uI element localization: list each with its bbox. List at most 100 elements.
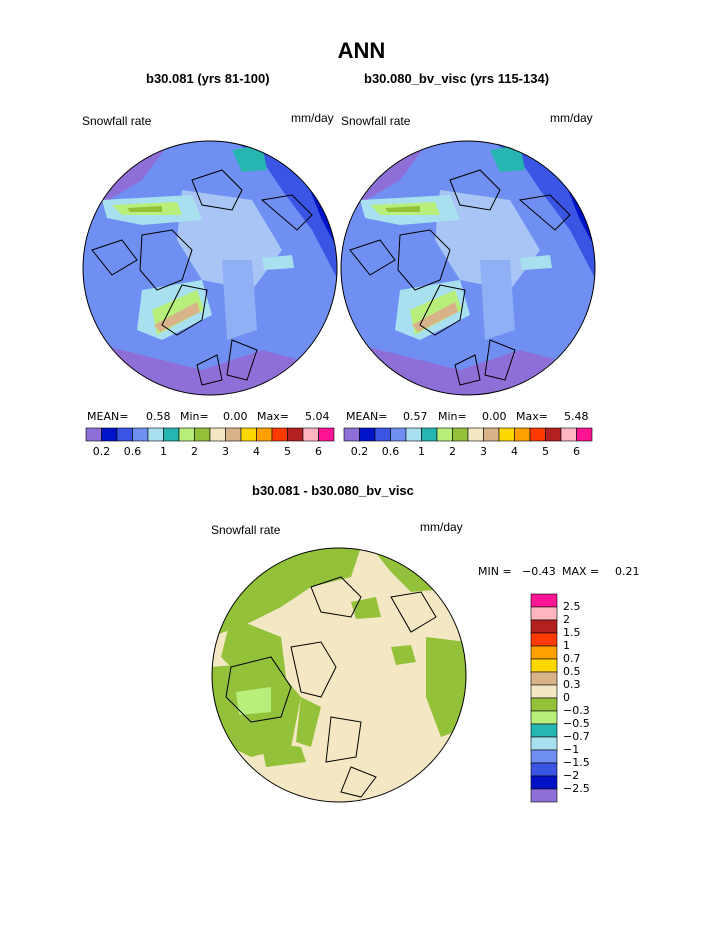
colorbar-swatch: [116, 427, 133, 442]
colorbar-tick-label: −1: [563, 743, 580, 756]
colorbar-swatch: [359, 427, 376, 442]
colorbar-tick-label: 6: [573, 445, 580, 458]
colorbar-swatch: [530, 684, 558, 699]
colorbar-swatch: [467, 427, 484, 442]
colorbar-swatch: [318, 427, 335, 442]
difference-max-value: 0.21: [615, 565, 640, 578]
colorbar-tick-label: 5: [542, 445, 549, 458]
left-max-value: 5.04: [305, 410, 330, 423]
colorbar-tick-label: −0.5: [563, 717, 590, 730]
colorbar-tick-label: 0.7: [563, 652, 581, 665]
left-variable-label: Snowfall rate: [82, 114, 152, 128]
colorbar-swatch: [147, 427, 164, 442]
colorbar-tick-label: 0.6: [123, 445, 142, 458]
colorbar-swatch: [85, 427, 102, 442]
colorbar-swatch: [530, 619, 558, 634]
difference-min-label: MIN =: [478, 565, 512, 578]
colorbar-swatch: [452, 427, 469, 442]
right-max-label: Max=: [516, 410, 548, 423]
colorbar-swatch: [405, 427, 422, 442]
colorbar-swatch: [240, 427, 257, 442]
left-max-label: Max=: [257, 410, 289, 423]
colorbar-tick-label: −1.5: [563, 756, 590, 769]
difference-max-label: MAX =: [562, 565, 600, 578]
colorbar-tick-label: 2: [563, 613, 570, 626]
right-mean-label: MEAN=: [346, 410, 388, 423]
left-polar-map: [82, 140, 338, 396]
colorbar-swatch: [101, 427, 118, 442]
colorbar-tick-label: 4: [253, 445, 260, 458]
colorbar-swatch: [194, 427, 211, 442]
colorbar-swatch: [436, 427, 453, 442]
right-units-label: mm/day: [550, 111, 593, 125]
right-min-value: 0.00: [482, 410, 507, 423]
colorbar-tick-label: 4: [511, 445, 518, 458]
colorbar-swatch: [560, 427, 577, 442]
colorbar-tick-label: −0.7: [563, 730, 590, 743]
colorbar-swatch: [390, 427, 407, 442]
right-max-value: 5.48: [564, 410, 589, 423]
colorbar-tick-label: 2: [191, 445, 198, 458]
colorbar-tick-label: −2: [563, 769, 580, 782]
colorbar-tick-label: −0.3: [563, 704, 590, 717]
colorbar-swatch: [530, 762, 558, 777]
left-mean-label: MEAN=: [87, 410, 129, 423]
colorbar-swatch: [374, 427, 391, 442]
colorbar-swatch: [530, 788, 558, 803]
colorbar-tick-label: 0.2: [92, 445, 111, 458]
colorbar-swatch: [225, 427, 242, 442]
colorbar-swatch: [530, 775, 558, 790]
colorbar-swatch: [530, 723, 558, 738]
colorbar-tick-label: 5: [284, 445, 291, 458]
right-polar-map: [340, 140, 596, 396]
colorbar-swatch: [530, 632, 558, 647]
colorbar-swatch: [271, 427, 288, 442]
colorbar-swatch: [343, 427, 360, 442]
colorbar-tick-label: 2: [449, 445, 456, 458]
left-panel-title: b30.081 (yrs 81-100): [146, 71, 270, 86]
left-min-value: 0.00: [223, 410, 248, 423]
difference-polar-map: [211, 547, 467, 803]
colorbar-tick-label: 2.5: [563, 600, 581, 613]
colorbar-tick-label: 1: [563, 639, 570, 652]
right-mean-value: 0.57: [403, 410, 428, 423]
colorbar-swatch: [302, 427, 319, 442]
right-variable-label: Snowfall rate: [341, 114, 411, 128]
left-mean-value: 0.58: [146, 410, 171, 423]
colorbar-swatch: [163, 427, 180, 442]
right-colorbar: [343, 427, 593, 442]
colorbar-swatch: [530, 606, 558, 621]
left-colorbar: [85, 427, 335, 442]
colorbar-tick-label: 6: [315, 445, 322, 458]
colorbar-swatch: [576, 427, 593, 442]
difference-min-value: −0.43: [522, 565, 556, 578]
colorbar-swatch: [530, 749, 558, 764]
colorbar-swatch: [483, 427, 500, 442]
left-units-label: mm/day: [291, 111, 334, 125]
colorbar-swatch: [178, 427, 195, 442]
colorbar-swatch: [545, 427, 562, 442]
colorbar-swatch: [530, 736, 558, 751]
figure-title: ANN: [337, 38, 386, 63]
left-min-label: Min=: [180, 410, 209, 423]
colorbar-swatch: [421, 427, 438, 442]
colorbar-swatch: [530, 710, 558, 725]
right-min-label: Min=: [438, 410, 467, 423]
difference-variable-label: Snowfall rate: [211, 523, 281, 537]
colorbar-tick-label: 1: [418, 445, 425, 458]
colorbar-swatch: [209, 427, 226, 442]
right-panel-title: b30.080_bv_visc (yrs 115-134): [364, 71, 550, 86]
colorbar-tick-label: 0: [563, 691, 570, 704]
colorbar-tick-label: 1.5: [563, 626, 581, 639]
colorbar-tick-label: 0.2: [350, 445, 369, 458]
colorbar-swatch: [132, 427, 149, 442]
colorbar-tick-label: 0.6: [381, 445, 400, 458]
colorbar-tick-label: 3: [222, 445, 229, 458]
colorbar-swatch: [530, 593, 558, 608]
colorbar-swatch: [514, 427, 531, 442]
colorbar-swatch: [498, 427, 515, 442]
difference-colorbar: [530, 593, 558, 803]
colorbar-swatch: [256, 427, 273, 442]
colorbar-swatch: [530, 658, 558, 673]
colorbar-swatch: [530, 671, 558, 686]
